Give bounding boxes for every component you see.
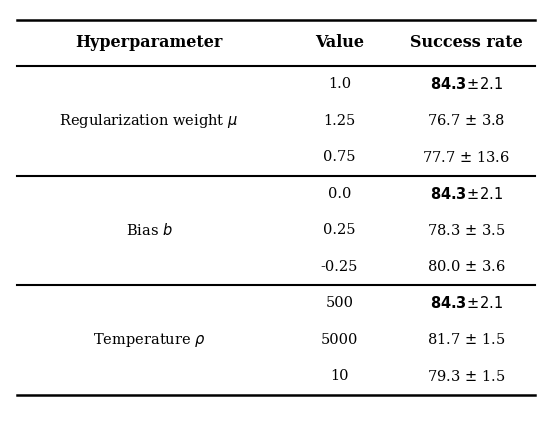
Text: $\mathbf{84.3}\!\pm\!2.1$: $\mathbf{84.3}\!\pm\!2.1$ bbox=[430, 76, 503, 92]
Text: Regularization weight $\mu$: Regularization weight $\mu$ bbox=[60, 112, 238, 130]
Text: 76.7 $\pm$ 3.8: 76.7 $\pm$ 3.8 bbox=[427, 113, 506, 128]
Text: 500: 500 bbox=[326, 297, 353, 310]
Text: 77.7 $\pm$ 13.6: 77.7 $\pm$ 13.6 bbox=[422, 150, 511, 165]
Text: -0.25: -0.25 bbox=[321, 260, 358, 274]
Text: Hyperparameter: Hyperparameter bbox=[76, 34, 222, 51]
Text: 81.7 $\pm$ 1.5: 81.7 $\pm$ 1.5 bbox=[427, 332, 506, 348]
Text: 0.0: 0.0 bbox=[328, 187, 351, 201]
Text: 0.25: 0.25 bbox=[323, 224, 355, 237]
Text: 10: 10 bbox=[330, 370, 349, 383]
Text: Temperature $\rho$: Temperature $\rho$ bbox=[93, 331, 205, 349]
Text: 80.0 $\pm$ 3.6: 80.0 $\pm$ 3.6 bbox=[427, 259, 506, 275]
Text: 79.3 $\pm$ 1.5: 79.3 $\pm$ 1.5 bbox=[427, 369, 506, 384]
Text: Bias $b$: Bias $b$ bbox=[126, 222, 172, 238]
Text: 1.25: 1.25 bbox=[323, 114, 355, 128]
Text: 1.0: 1.0 bbox=[328, 77, 351, 91]
Text: $\mathbf{84.3}\!\pm\!2.1$: $\mathbf{84.3}\!\pm\!2.1$ bbox=[430, 186, 503, 202]
Text: Value: Value bbox=[315, 34, 364, 51]
Text: 5000: 5000 bbox=[321, 333, 358, 347]
Text: 0.75: 0.75 bbox=[323, 150, 355, 164]
Text: 78.3 $\pm$ 3.5: 78.3 $\pm$ 3.5 bbox=[427, 223, 506, 238]
Text: $\mathbf{84.3}\!\pm\!2.1$: $\mathbf{84.3}\!\pm\!2.1$ bbox=[430, 295, 503, 312]
Text: Success rate: Success rate bbox=[410, 34, 523, 51]
